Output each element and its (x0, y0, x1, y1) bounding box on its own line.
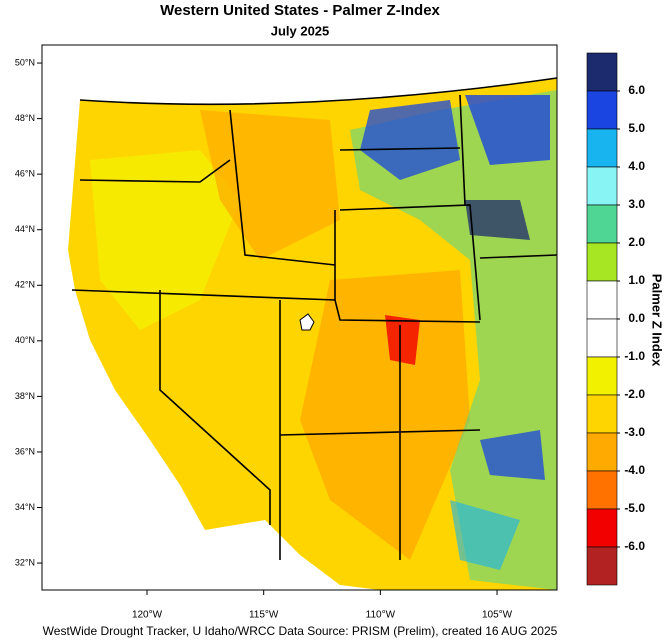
map-subtitle: July 2025 (271, 23, 330, 38)
lon-tick-label: 120°W (132, 610, 163, 621)
very-wet-area (360, 100, 460, 180)
dry-area (200, 110, 340, 260)
colorbar-tick-label: 2.0 (628, 235, 645, 249)
map-area (41, 44, 558, 591)
colorbar-segment (586, 546, 618, 586)
state-borders (71, 77, 558, 560)
lat-tick-label: 44°N (15, 224, 35, 234)
lat-tick-label: 46°N (15, 169, 35, 179)
lon-tick-label: 110°W (366, 610, 396, 621)
colorbar-segment (586, 508, 618, 548)
colorbar-tick-label: -2.0 (624, 387, 645, 401)
dry-area (300, 270, 470, 560)
colorbar-tick-label: -4.0 (624, 463, 645, 477)
colorbar-tick-label: -5.0 (624, 501, 645, 515)
colorbar-tick-label: -6.0 (624, 539, 645, 553)
lat-tick-label: 38°N (15, 391, 35, 401)
colorbar-segment (586, 280, 618, 320)
lat-tick-label: 50°N (15, 57, 35, 67)
extreme-wet-area (465, 200, 530, 240)
colorbar-segment (586, 470, 618, 510)
colorbar-tick-label: -3.0 (624, 425, 645, 439)
colorbar-segment (586, 90, 618, 130)
lat-tick-label: 36°N (15, 446, 35, 456)
colorbar-tick-label: 6.0 (628, 83, 645, 97)
lat-tick-label: 42°N (15, 280, 35, 290)
map-frame (41, 44, 558, 591)
footer: WestWide Drought Tracker, U Idaho/WRCC D… (43, 624, 558, 638)
lat-tick-label: 40°N (15, 335, 35, 345)
colorbar-segment (586, 204, 618, 244)
lat-tick-label: 48°N (15, 113, 35, 123)
colorbar-segment (586, 52, 618, 92)
colorbar-tick-label: 5.0 (628, 121, 645, 135)
colorbar-tick-label: 3.0 (628, 197, 645, 211)
wet-area (450, 500, 520, 570)
very-wet-area (480, 430, 545, 480)
colorbar-title: Palmer Z Index (650, 274, 665, 367)
very-wet-area (465, 95, 550, 165)
colorbar-segment (586, 242, 618, 282)
colorbar-tick-label: -1.0 (624, 349, 645, 363)
colorbar-segment (586, 318, 618, 358)
colorbar-tick-label: 4.0 (628, 159, 645, 173)
colorbar-segment (586, 356, 618, 396)
lon-tick-label: 105°W (482, 610, 513, 621)
mild-dry-area (90, 150, 240, 330)
colorbar-segment (586, 394, 618, 434)
great-salt-lake (299, 313, 315, 331)
colorbar-segment (586, 166, 618, 206)
lat-tick-label: 32°N (15, 557, 35, 567)
lat-tick-label: 34°N (15, 502, 35, 512)
map-title: Western United States - Palmer Z-Index (160, 2, 440, 19)
colorbar-tick-label: 1.0 (628, 273, 645, 287)
severe-dry-area (385, 315, 420, 365)
colorbar-segment (586, 432, 618, 472)
colorbar-tick-label: 0.0 (628, 311, 645, 325)
colorbar-segment (586, 128, 618, 168)
lon-tick-label: 115°W (249, 610, 279, 621)
